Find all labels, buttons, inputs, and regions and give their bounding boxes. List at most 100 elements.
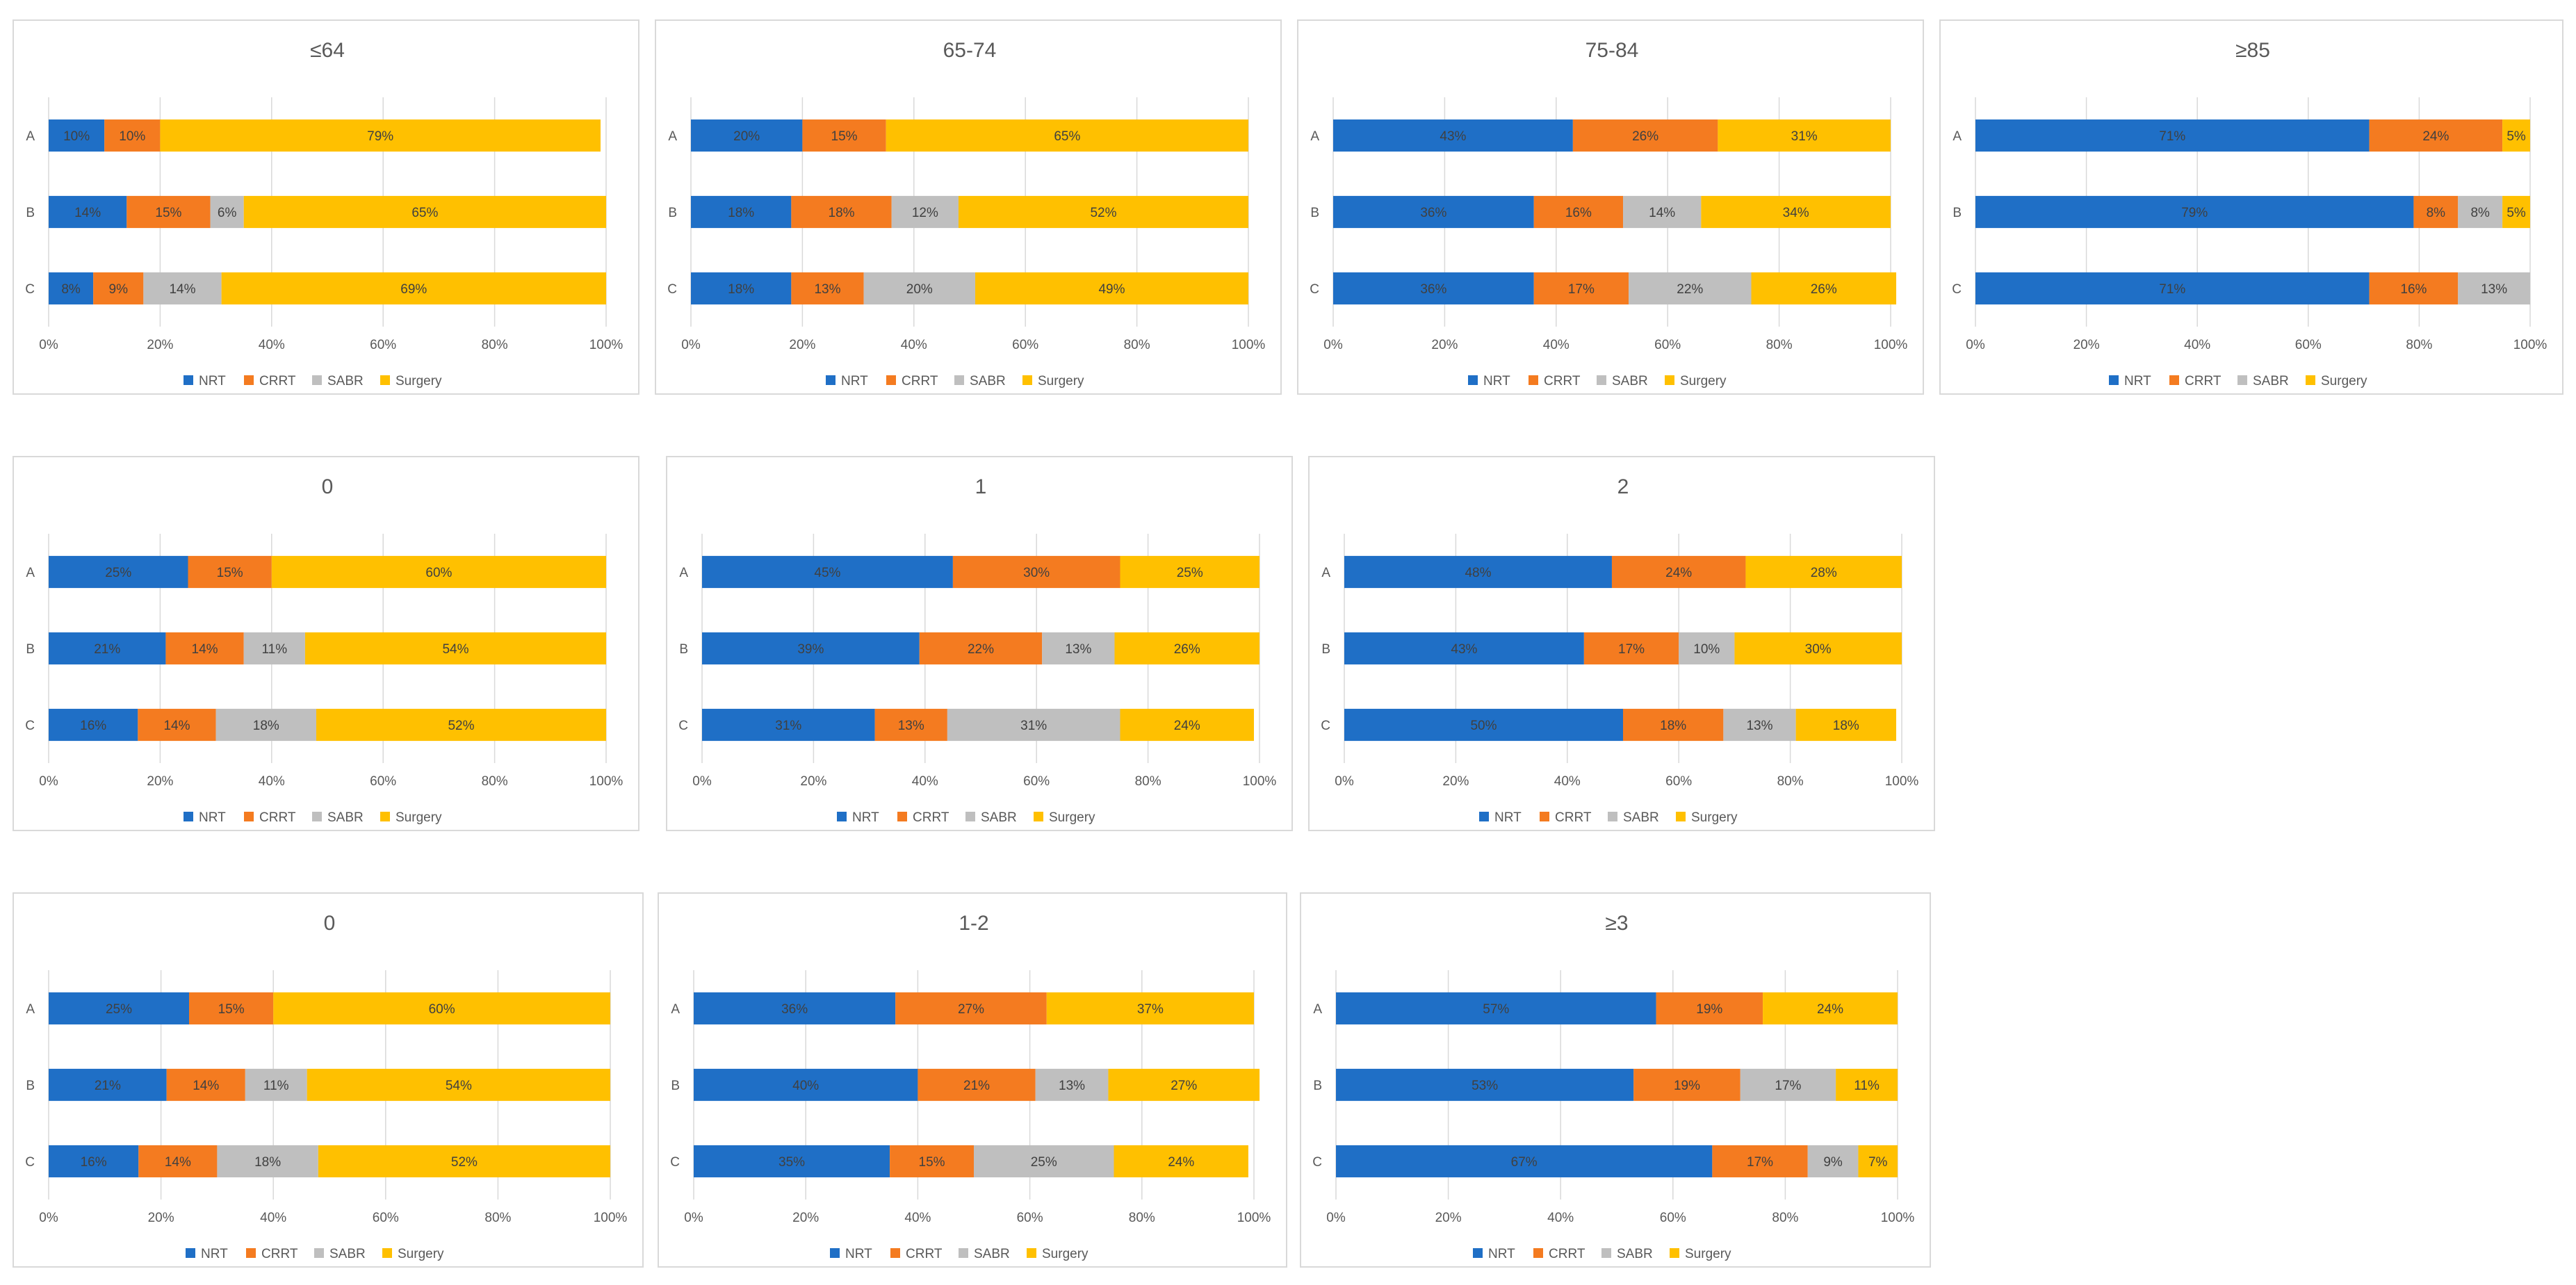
bar-segment-nrt xyxy=(49,272,94,305)
x-tick-label: 60% xyxy=(370,338,396,352)
data-label: 35% xyxy=(778,1155,805,1170)
x-tick-label: 20% xyxy=(1442,774,1469,789)
x-tick-label: 60% xyxy=(1654,338,1681,352)
bar-segment-crrt xyxy=(802,119,886,152)
bar-segment-crrt xyxy=(138,1145,218,1178)
bar-segment-sabr xyxy=(1623,195,1702,229)
chart-panel: ≥3 0% 20% 40% 60% 80% 100% A 57% 19% 24% B 53% 19% 17%… xyxy=(1300,892,1931,1268)
stacked-bar-chart: 65-74 0% 20% 40% 60% 80% 100% A 20% 15% 65% B 18% 18%… xyxy=(667,39,1265,388)
data-label: 18% xyxy=(728,206,754,220)
bar-segment-surgery xyxy=(1836,1068,1898,1102)
bar-segment-nrt xyxy=(1333,272,1534,305)
legend-label: Surgery xyxy=(1042,1247,1089,1261)
data-label: 10% xyxy=(1693,642,1720,657)
data-label: 31% xyxy=(775,719,801,733)
bar-segment-surgery xyxy=(273,992,610,1025)
data-label: 6% xyxy=(218,206,237,220)
bar-segment-surgery xyxy=(1046,992,1254,1025)
bar-segment-crrt xyxy=(919,632,1043,665)
chart-panel: ≤64 0% 20% 40% 60% 80% 100% A 10% 10% 79% B 14% 15% 6%… xyxy=(13,19,639,395)
legend-label: CRRT xyxy=(1544,374,1581,388)
legend-swatch xyxy=(1034,812,1043,821)
data-label: 13% xyxy=(1746,719,1772,733)
legend-swatch xyxy=(314,1248,324,1258)
bar-segment-crrt xyxy=(104,119,161,152)
x-tick-label: 80% xyxy=(1777,774,1804,789)
legend-label: CRRT xyxy=(913,810,949,825)
x-tick-label: 0% xyxy=(39,338,58,352)
category-label: C xyxy=(670,1155,680,1170)
x-tick-label: 60% xyxy=(370,774,396,789)
legend-swatch xyxy=(1670,1248,1679,1258)
bar-segment-crrt xyxy=(2413,195,2459,229)
chart-panel: 75-84 0% 20% 40% 60% 80% 100% A 43% 26% 31% B 36% 16%… xyxy=(1297,19,1924,395)
legend-swatch xyxy=(1468,375,1478,385)
bar-segment-crrt xyxy=(1656,992,1763,1025)
data-label: 25% xyxy=(1031,1155,1057,1170)
data-label: 15% xyxy=(155,206,181,220)
chart-title: ≥85 xyxy=(2235,39,2270,62)
x-tick-label: 40% xyxy=(1554,774,1581,789)
bar-segment-sabr xyxy=(217,1145,318,1178)
data-label: 65% xyxy=(411,206,438,220)
x-tick-label: 0% xyxy=(39,1211,58,1225)
data-label: 79% xyxy=(2181,206,2208,220)
x-tick-label: 40% xyxy=(260,1211,286,1225)
category-label: A xyxy=(1321,566,1330,580)
data-label: 8% xyxy=(2427,206,2446,220)
data-label: 43% xyxy=(1440,129,1466,144)
data-label: 18% xyxy=(253,719,279,733)
legend-swatch xyxy=(1473,1248,1483,1258)
data-label: 21% xyxy=(94,642,120,657)
bar-segment-crrt xyxy=(874,708,947,742)
legend-swatch xyxy=(1022,375,1032,385)
legend-label: NRT xyxy=(1494,810,1522,825)
x-tick-label: 60% xyxy=(373,1211,399,1225)
data-label: 17% xyxy=(1618,642,1645,657)
legend-swatch xyxy=(1533,1248,1543,1258)
x-tick-label: 0% xyxy=(1966,338,1985,352)
bar-segment-nrt xyxy=(49,195,127,229)
data-label: 19% xyxy=(1674,1079,1700,1093)
bar-segment-nrt xyxy=(1336,1068,1634,1102)
bar-segment-nrt xyxy=(49,1068,167,1102)
data-label: 69% xyxy=(400,282,427,297)
data-label: 11% xyxy=(263,1079,289,1093)
x-tick-label: 40% xyxy=(1547,1211,1574,1225)
chart-title: 0 xyxy=(324,912,336,935)
legend-swatch xyxy=(380,375,390,385)
legend-swatch xyxy=(954,375,964,385)
legend-swatch xyxy=(1676,812,1686,821)
bar-segment-surgery xyxy=(1718,119,1891,152)
data-label: 15% xyxy=(218,1002,245,1017)
legend-swatch xyxy=(1665,375,1674,385)
data-label: 65% xyxy=(1054,129,1080,144)
bar-segment-crrt xyxy=(1623,708,1724,742)
bar-segment-surgery xyxy=(958,195,1248,229)
legend-label: SABR xyxy=(1612,374,1648,388)
x-tick-label: 100% xyxy=(1874,338,1908,352)
legend-label: Surgery xyxy=(1038,374,1084,388)
category-label: C xyxy=(25,1155,35,1170)
category-label: C xyxy=(667,282,677,297)
legend-label: SABR xyxy=(1623,810,1659,825)
x-tick-label: 0% xyxy=(1323,338,1343,352)
data-label: 54% xyxy=(446,1079,472,1093)
legend-swatch xyxy=(186,1248,195,1258)
x-tick-label: 80% xyxy=(1766,338,1793,352)
stacked-bar-chart: 75-84 0% 20% 40% 60% 80% 100% A 43% 26% 31% B 36% 16%… xyxy=(1310,39,1908,388)
bar-segment-surgery xyxy=(316,708,606,742)
bar-segment-nrt xyxy=(1344,708,1623,742)
x-tick-label: 100% xyxy=(594,1211,628,1225)
legend-swatch xyxy=(965,812,975,821)
data-label: 28% xyxy=(1811,566,1837,580)
legend-label: Surgery xyxy=(1680,374,1727,388)
data-label: 49% xyxy=(1098,282,1125,297)
data-label: 60% xyxy=(429,1002,455,1017)
bar-segment-sabr xyxy=(947,708,1120,742)
data-label: 16% xyxy=(2400,282,2427,297)
legend-swatch xyxy=(2237,375,2247,385)
x-tick-label: 20% xyxy=(789,338,815,352)
legend-swatch xyxy=(1027,1248,1036,1258)
data-label: 15% xyxy=(217,566,243,580)
